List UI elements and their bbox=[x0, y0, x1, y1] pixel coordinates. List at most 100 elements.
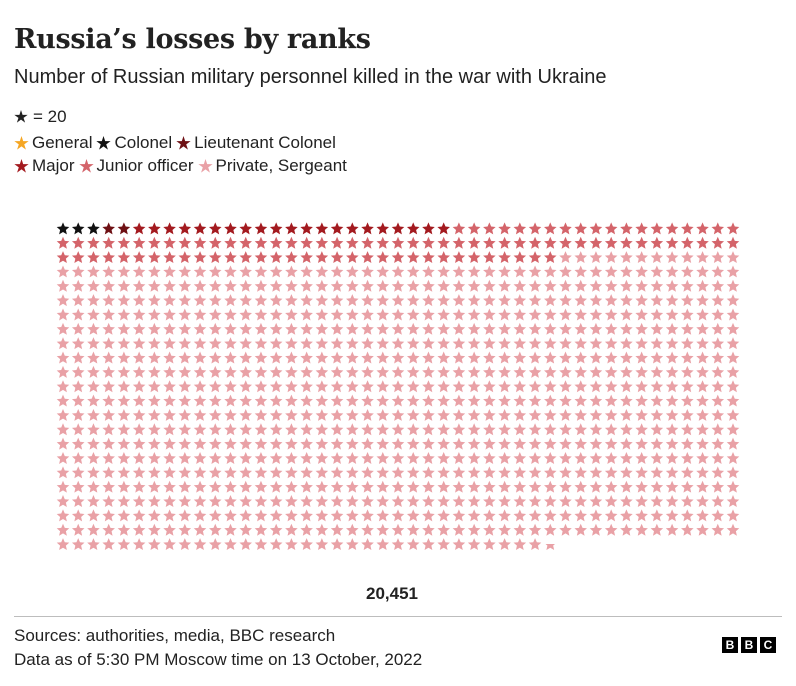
star-private-sergeant bbox=[483, 351, 496, 364]
star-icon bbox=[96, 135, 112, 150]
star-private-sergeant bbox=[406, 408, 420, 421]
star-private-sergeant bbox=[452, 452, 466, 464]
star-junior-officer bbox=[117, 236, 131, 249]
star-private-sergeant bbox=[87, 351, 100, 364]
star-junior-officer bbox=[361, 251, 374, 264]
star-private-sergeant bbox=[513, 265, 527, 278]
star-private-sergeant bbox=[71, 523, 85, 536]
star-private-sergeant bbox=[528, 480, 542, 493]
star-private-sergeant bbox=[726, 322, 740, 335]
star-private-sergeant bbox=[300, 337, 313, 350]
star-private-sergeant bbox=[650, 480, 664, 493]
star-private-sergeant bbox=[269, 279, 283, 292]
star-private-sergeant bbox=[71, 495, 85, 507]
star-private-sergeant bbox=[132, 495, 146, 507]
star-private-sergeant bbox=[559, 308, 572, 321]
star-private-sergeant bbox=[711, 437, 725, 450]
star-private-sergeant bbox=[681, 294, 694, 307]
star-private-sergeant bbox=[559, 351, 572, 364]
star-private-sergeant bbox=[254, 480, 268, 493]
star-private-sergeant bbox=[132, 394, 146, 407]
star-private-sergeant bbox=[726, 437, 740, 450]
legend-row-2: Major Junior officer Private, Sergeant bbox=[14, 156, 351, 176]
star-private-sergeant bbox=[650, 322, 664, 335]
star-private-sergeant bbox=[422, 394, 435, 407]
star-private-sergeant bbox=[696, 423, 709, 436]
star-private-sergeant bbox=[193, 408, 207, 421]
star-private-sergeant bbox=[193, 380, 207, 393]
star-private-sergeant bbox=[589, 480, 603, 493]
star-colonel bbox=[56, 222, 70, 235]
star-private-sergeant bbox=[254, 265, 268, 278]
star-private-sergeant bbox=[665, 408, 679, 421]
star-private-sergeant bbox=[224, 408, 237, 421]
legend-label-major: Major bbox=[32, 156, 75, 175]
star-private-sergeant bbox=[604, 480, 618, 493]
star-private-sergeant bbox=[528, 423, 542, 436]
star-major bbox=[209, 222, 222, 235]
star-private-sergeant bbox=[498, 480, 511, 493]
star-private-sergeant bbox=[528, 351, 542, 364]
star-junior-officer bbox=[665, 236, 679, 249]
star-junior-officer bbox=[483, 251, 496, 264]
star-icon bbox=[176, 135, 191, 150]
star-private-sergeant bbox=[193, 466, 207, 479]
star-major bbox=[346, 222, 359, 235]
star-private-sergeant bbox=[209, 538, 222, 551]
star-junior-officer bbox=[528, 251, 542, 264]
star-private-sergeant bbox=[544, 322, 557, 335]
star-private-sergeant bbox=[87, 308, 100, 321]
star-private-sergeant bbox=[604, 437, 618, 450]
star-private-sergeant bbox=[254, 523, 268, 536]
star-private-sergeant bbox=[87, 408, 100, 421]
star-private-sergeant bbox=[346, 408, 359, 421]
star-private-sergeant bbox=[269, 380, 283, 393]
star-private-sergeant bbox=[452, 351, 466, 364]
total-label: 20,451 bbox=[366, 584, 418, 603]
star-junior-officer bbox=[498, 251, 511, 264]
star-private-sergeant bbox=[178, 509, 192, 522]
star-private-sergeant bbox=[132, 538, 146, 551]
legend-label-lieutenant-colonel: Lieutenant Colonel bbox=[194, 133, 336, 152]
star-private-sergeant bbox=[148, 265, 161, 278]
star-private-sergeant bbox=[330, 523, 344, 536]
star-private-sergeant bbox=[696, 265, 709, 278]
star-private-sergeant bbox=[346, 423, 359, 436]
star-private-sergeant bbox=[711, 279, 725, 292]
star-private-sergeant bbox=[361, 308, 374, 321]
star-private-sergeant bbox=[620, 466, 633, 479]
legend-item-private-sergeant: Private, Sergeant bbox=[197, 156, 347, 176]
star-private-sergeant bbox=[467, 380, 481, 393]
star-private-sergeant bbox=[56, 365, 70, 378]
star-major bbox=[163, 222, 176, 235]
star-private-sergeant bbox=[620, 509, 633, 522]
star-private-sergeant bbox=[681, 408, 694, 421]
star-private-sergeant bbox=[574, 466, 587, 479]
star-private-sergeant bbox=[56, 351, 70, 364]
star-private-sergeant bbox=[376, 308, 390, 321]
star-private-sergeant bbox=[498, 538, 511, 551]
star-private-sergeant bbox=[422, 408, 435, 421]
star-colonel bbox=[87, 222, 100, 235]
star-private-sergeant bbox=[391, 380, 405, 393]
star-junior-officer bbox=[148, 236, 161, 249]
star-major bbox=[376, 222, 390, 235]
star-private-sergeant bbox=[254, 466, 268, 479]
star-private-sergeant bbox=[498, 351, 511, 364]
star-private-sergeant bbox=[528, 279, 542, 292]
star-private-sergeant bbox=[117, 365, 131, 378]
star-icon bbox=[197, 158, 213, 173]
star-private-sergeant bbox=[102, 365, 115, 378]
star-private-sergeant bbox=[361, 279, 374, 292]
star-private-sergeant bbox=[483, 337, 496, 350]
star-private-sergeant bbox=[544, 365, 557, 378]
star-private-sergeant bbox=[163, 365, 176, 378]
star-private-sergeant bbox=[209, 351, 222, 364]
star-junior-officer bbox=[513, 251, 527, 264]
star-private-sergeant bbox=[726, 265, 740, 278]
star-major bbox=[437, 222, 450, 235]
star-private-sergeant bbox=[224, 495, 237, 507]
star-private-sergeant bbox=[148, 423, 161, 436]
star-private-sergeant bbox=[604, 365, 618, 378]
star-private-sergeant bbox=[285, 308, 298, 321]
